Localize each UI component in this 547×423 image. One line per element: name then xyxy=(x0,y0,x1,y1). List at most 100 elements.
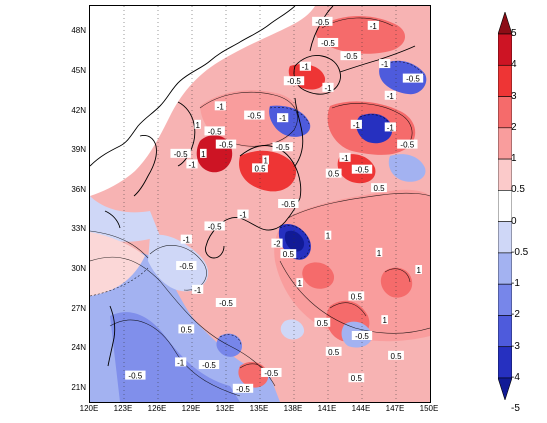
contour-label-bg xyxy=(351,331,373,340)
contour-label: -0.5 xyxy=(344,52,358,61)
field-oyashio-cool xyxy=(356,113,393,144)
contour-label-bg xyxy=(340,51,361,61)
colorbar-label: 1 xyxy=(511,153,517,165)
lon-tick-label: 126E xyxy=(147,404,167,413)
contour-label-bg xyxy=(351,164,373,174)
coast-korea-west xyxy=(133,135,157,197)
contour-label: -1 xyxy=(194,286,202,295)
colorbar-segment xyxy=(498,33,512,66)
lon-tick-label: 132E xyxy=(215,404,235,413)
lon-tick-label: 144E xyxy=(351,404,371,413)
contour-label-bg xyxy=(348,373,365,383)
field-cool-southjapan-core xyxy=(284,230,305,252)
contour-label: 1 xyxy=(382,316,387,325)
contour-label: -1 xyxy=(341,154,349,163)
contour-label-bg xyxy=(215,298,237,307)
contour-label-bg xyxy=(186,159,198,169)
lat-tick-label: 42N xyxy=(71,105,86,115)
contour-label-bg xyxy=(271,238,283,248)
contour-label-bg xyxy=(325,168,342,178)
contour-label: -0.5 xyxy=(174,150,188,159)
coast-kurils xyxy=(339,45,416,73)
lon-tick-label: 129E xyxy=(181,404,201,413)
contour-label: -0.5 xyxy=(287,77,301,86)
lat-tick-label: 24N xyxy=(71,343,86,353)
lon-tick-label: 123E xyxy=(113,404,133,413)
contour-label: 1 xyxy=(297,279,302,288)
coastlines xyxy=(90,6,416,367)
contour-label-bg xyxy=(262,155,269,165)
coast-honshu-north xyxy=(294,97,304,167)
contour-label-bg xyxy=(194,119,201,129)
contour-label-bg xyxy=(200,148,207,158)
contour-label: 0.5 xyxy=(351,374,363,383)
coast-hokkaido xyxy=(293,55,341,95)
contour-label-bg xyxy=(325,346,342,356)
field-offtohoku-cool xyxy=(388,154,426,182)
contour-label-bg xyxy=(214,101,226,111)
contour-label: -1 xyxy=(239,211,247,220)
contour-label: 1 xyxy=(326,232,331,241)
colorbar-segment xyxy=(498,96,512,129)
contour-label: -1 xyxy=(279,114,287,123)
contour-label: -1 xyxy=(387,123,395,132)
contour-label-bg xyxy=(204,221,225,231)
lat-tick-label: 27N xyxy=(71,303,86,313)
contour-label-bg xyxy=(299,61,311,71)
contour-label: -0.5 xyxy=(208,222,222,231)
contour-label-bg xyxy=(180,234,192,244)
lon-tick-label: 138E xyxy=(283,404,303,413)
field-warm-eddy-2 xyxy=(380,267,413,298)
contour-label: 0.5 xyxy=(283,250,295,259)
colorbar-segment xyxy=(498,221,512,254)
colorbar-segment xyxy=(498,64,512,97)
contour-label-bg xyxy=(322,82,334,92)
contour-label: 0.5 xyxy=(328,348,340,357)
contour-label-bg xyxy=(178,324,195,334)
colorbar-label: -0.5 xyxy=(511,246,529,258)
colorbar-segment xyxy=(498,346,512,379)
contour-label: 0.5 xyxy=(351,292,363,301)
contour-label: 0.5 xyxy=(181,325,193,334)
contour-label-bg xyxy=(312,16,333,26)
contour-label: -0.5 xyxy=(355,332,369,341)
contour-label: 1 xyxy=(195,121,200,130)
contour-label: -0.5 xyxy=(208,127,222,136)
contour-label: -2 xyxy=(273,240,281,249)
colorbar-segment xyxy=(498,315,512,348)
colorbar-label: -2 xyxy=(511,309,520,321)
contour-label: 1 xyxy=(416,266,421,275)
coast-korea-east xyxy=(177,101,196,167)
contour-label: -0.5 xyxy=(281,200,295,209)
contour-label-bg xyxy=(415,265,422,274)
contour-label-bg xyxy=(350,119,362,129)
contour-lines xyxy=(90,17,430,397)
colorbar-segment xyxy=(498,252,512,285)
contour-label: -1 xyxy=(387,92,395,101)
contour-labels: -0.5 -1-0.5-0.5-1 -1-0.5 -0.5-1-1-1-0.51-0.… xyxy=(125,16,424,394)
colorbar-label: 0.5 xyxy=(511,184,525,196)
contour-label-bg xyxy=(348,291,365,301)
lon-tick-label: 141E xyxy=(317,404,337,413)
contour-label: 0.5 xyxy=(328,170,340,179)
contour-label-bg xyxy=(384,122,396,132)
contour-label: -1 xyxy=(217,102,225,111)
colorbar-label: -1 xyxy=(511,278,520,290)
contour-label: -1 xyxy=(302,63,310,72)
contour-label: -0.5 xyxy=(219,299,233,308)
contour-label: -0.5 xyxy=(264,369,278,378)
colorbar-label: 0 xyxy=(511,215,517,227)
lon-tick-label: 150E xyxy=(419,404,439,413)
contour-label-bg xyxy=(388,350,404,360)
contour-label: 0.5 xyxy=(254,164,266,173)
coast-asia-mainland xyxy=(90,6,296,167)
contour-label: -0.5 xyxy=(355,166,369,175)
contour-label-bg xyxy=(176,261,197,271)
contour-label-bg xyxy=(283,76,305,86)
contour-label: -1 xyxy=(188,160,196,169)
colorbar-bottom-arrow xyxy=(498,377,512,400)
lat-tick-label: 30N xyxy=(71,264,86,273)
contour-label-bg xyxy=(381,315,388,325)
contour-label: -0.5 xyxy=(128,372,142,381)
contour-label: 0.5 xyxy=(390,352,402,361)
